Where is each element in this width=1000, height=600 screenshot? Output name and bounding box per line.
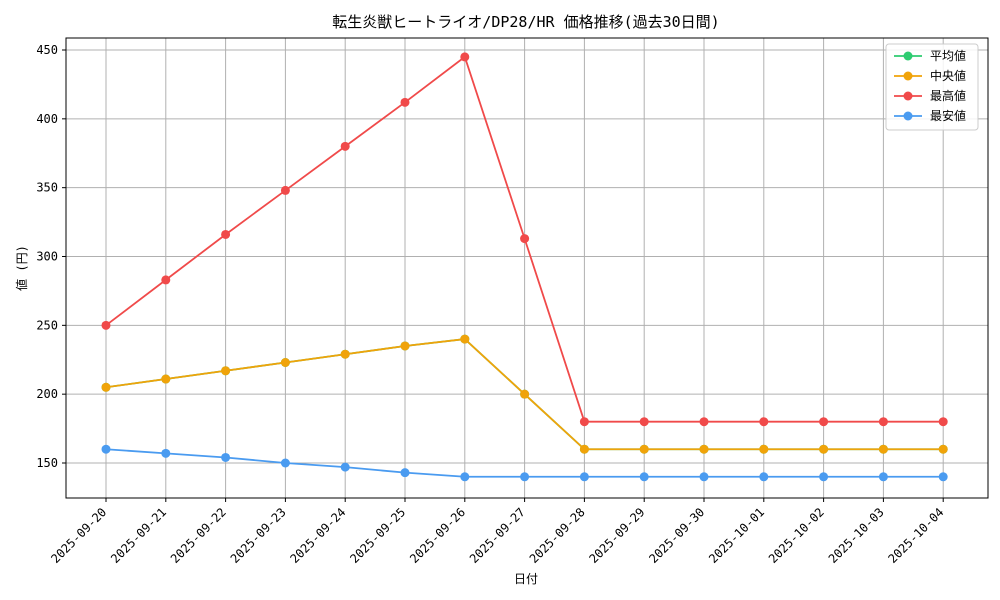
data-point: [161, 374, 171, 384]
data-point: [101, 382, 111, 392]
data-point: [400, 341, 410, 351]
data-point: [340, 349, 350, 359]
x-tick-label: 2025-09-22: [168, 505, 229, 566]
x-tick-label: 2025-09-30: [646, 505, 707, 566]
x-tick-label: 2025-10-03: [826, 505, 887, 566]
data-point: [460, 334, 470, 344]
x-axis-label: 日付: [514, 572, 538, 586]
data-point: [759, 417, 769, 427]
data-point: [819, 444, 829, 454]
data-point: [221, 229, 231, 239]
x-tick-label: 2025-09-24: [288, 505, 349, 566]
x-tick-label: 2025-10-04: [886, 505, 947, 566]
chart-title: 転生炎獣ヒートライオ/DP28/HR 価格推移(過去30日間): [332, 13, 719, 31]
data-point: [280, 358, 290, 368]
data-point: [759, 444, 769, 454]
plot-frame: [65, 37, 989, 499]
x-tick-label: 2025-10-02: [766, 505, 827, 566]
data-point: [460, 472, 470, 482]
data-point: [221, 366, 231, 376]
legend-marker: [903, 111, 913, 121]
x-tick-label: 2025-09-20: [48, 505, 109, 566]
legend-label: 最安値: [930, 108, 966, 123]
y-tick-label: 300: [36, 250, 58, 264]
legend-box: [885, 43, 979, 131]
data-point: [699, 472, 709, 482]
y-tick-label: 400: [36, 112, 58, 126]
series-group: [101, 52, 948, 482]
legend-label: 最高値: [930, 88, 966, 103]
legend-marker: [903, 91, 913, 101]
data-point: [340, 462, 350, 472]
data-point: [520, 472, 530, 482]
legend-label: 中央値: [930, 68, 966, 83]
data-point: [101, 444, 111, 454]
data-point: [699, 444, 709, 454]
y-tick-label: 450: [36, 43, 58, 57]
x-tick-label: 2025-09-23: [228, 505, 289, 566]
y-tick-label: 350: [36, 181, 58, 195]
y-axis-label: 値 (円): [14, 245, 29, 291]
data-point: [699, 417, 709, 427]
data-point: [938, 444, 948, 454]
data-point: [161, 275, 171, 285]
y-tick-label: 250: [36, 318, 58, 332]
data-point: [878, 444, 888, 454]
data-point: [400, 468, 410, 478]
series-1: [101, 334, 948, 454]
series-3: [101, 444, 948, 482]
x-tick-label: 2025-09-27: [467, 505, 528, 566]
y-tick-label: 150: [36, 456, 58, 470]
data-point: [101, 320, 111, 330]
data-point: [400, 97, 410, 107]
data-point: [460, 52, 470, 62]
data-point: [520, 234, 530, 244]
data-point: [221, 452, 231, 462]
legend-item: 平均値: [894, 48, 966, 63]
data-point: [639, 444, 649, 454]
data-point: [938, 417, 948, 427]
grid: [66, 38, 988, 498]
x-tick-label: 2025-09-21: [108, 505, 169, 566]
data-point: [639, 472, 649, 482]
data-point: [878, 417, 888, 427]
data-point: [819, 472, 829, 482]
data-point: [280, 458, 290, 468]
data-point: [639, 417, 649, 427]
x-axis: 2025-09-202025-09-212025-09-222025-09-23…: [48, 498, 946, 566]
data-point: [340, 141, 350, 151]
data-point: [878, 472, 888, 482]
y-tick-label: 200: [36, 387, 58, 401]
x-tick-label: 2025-09-26: [407, 505, 468, 566]
legend-marker: [903, 51, 913, 61]
data-point: [579, 472, 589, 482]
legend-marker: [903, 71, 913, 81]
data-point: [161, 448, 171, 458]
series-2: [101, 52, 948, 427]
data-point: [938, 472, 948, 482]
x-tick-label: 2025-09-28: [527, 505, 588, 566]
data-point: [819, 417, 829, 427]
x-tick-label: 2025-10-01: [706, 505, 767, 566]
data-point: [759, 472, 769, 482]
x-tick-label: 2025-09-29: [587, 505, 648, 566]
legend-label: 平均値: [930, 48, 966, 63]
y-axis: 150 200 250 300 350 400 450: [36, 43, 66, 470]
data-point: [520, 389, 530, 399]
legend-item: 最高値: [894, 88, 966, 103]
data-point: [579, 444, 589, 454]
legend-item: 最安値: [894, 108, 966, 123]
legend-item: 中央値: [894, 68, 966, 83]
x-tick-label: 2025-09-25: [347, 505, 408, 566]
data-point: [579, 417, 589, 427]
data-point: [280, 185, 290, 195]
